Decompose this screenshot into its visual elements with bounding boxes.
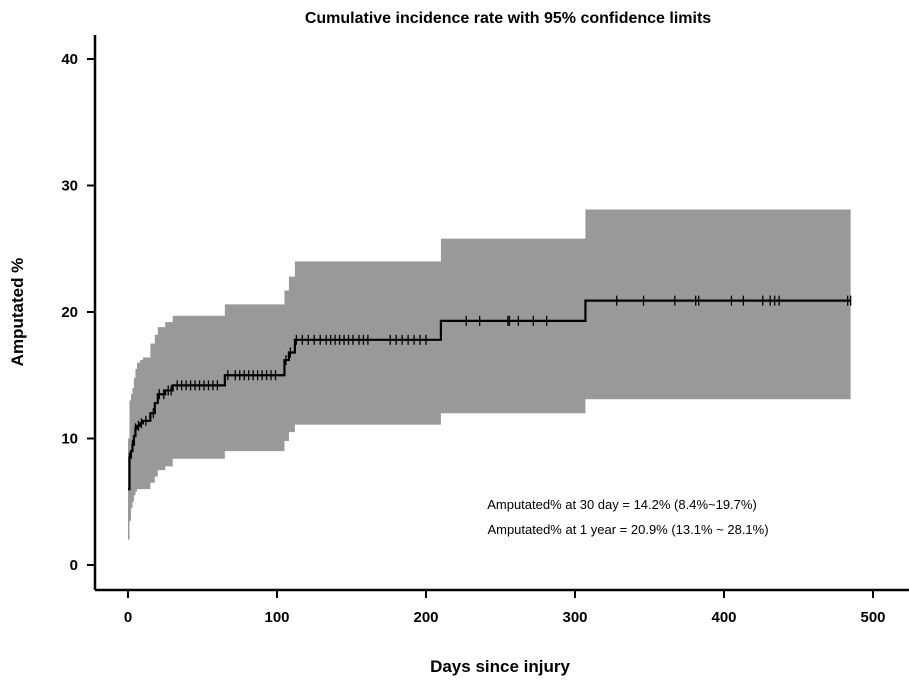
x-tick-label: 500 xyxy=(860,609,885,626)
x-tick-label: 200 xyxy=(413,609,438,626)
annotation-1-year: Amputated% at 1 year = 20.9% (13.1% ~ 28… xyxy=(487,522,768,537)
y-tick-label: 40 xyxy=(61,51,78,68)
x-tick-label: 0 xyxy=(124,609,132,626)
y-axis-label: Amputated % xyxy=(8,258,27,367)
x-tick-label: 300 xyxy=(562,609,587,626)
incidence-step-line xyxy=(128,299,851,491)
x-axis-label: Days since injury xyxy=(430,657,570,676)
chart-title: Cumulative incidence rate with 95% confi… xyxy=(305,10,711,27)
x-tick-label: 400 xyxy=(711,609,736,626)
y-tick-label: 20 xyxy=(61,304,78,321)
y-tick-label: 30 xyxy=(61,178,78,195)
confidence-band xyxy=(128,209,851,540)
y-tick-label: 10 xyxy=(61,431,78,448)
y-tick-label: 0 xyxy=(70,557,78,574)
x-tick-label: 100 xyxy=(264,609,289,626)
annotation-30-day: Amputated% at 30 day = 14.2% (8.4%~19.7%… xyxy=(487,497,757,512)
